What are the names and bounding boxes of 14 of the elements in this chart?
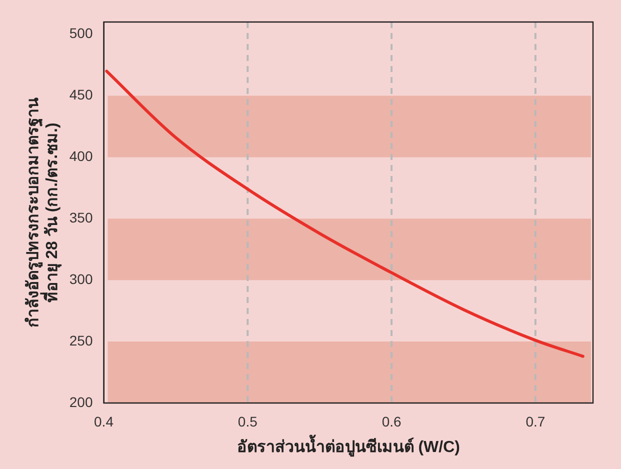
y-tick-label: 350 (69, 210, 93, 226)
x-tick-label: 0.5 (238, 413, 258, 430)
y-tick-label: 200 (69, 394, 93, 410)
y-tick-label: 450 (69, 86, 93, 103)
y-axis-title: กำลังอัดรูปทรงกระบอกมาตรฐาน ที่อายุ 28 วัน (กก./ตร.ซม.) (24, 98, 62, 328)
x-axis-title: อัตราส่วนน้ำต่อปูนซีเมนต์ (W/C) (236, 434, 460, 458)
y-tick-label: 250 (69, 332, 93, 348)
line-series (105, 70, 584, 358)
y-tick-label: 500 (69, 25, 93, 42)
x-tick-label: 0.6 (382, 413, 402, 430)
x-tick-label: 0.7 (526, 413, 546, 430)
y-tick-label: 400 (69, 148, 93, 164)
x-tick-label: 0.4 (94, 413, 114, 430)
y-tick-label: 300 (69, 270, 93, 287)
